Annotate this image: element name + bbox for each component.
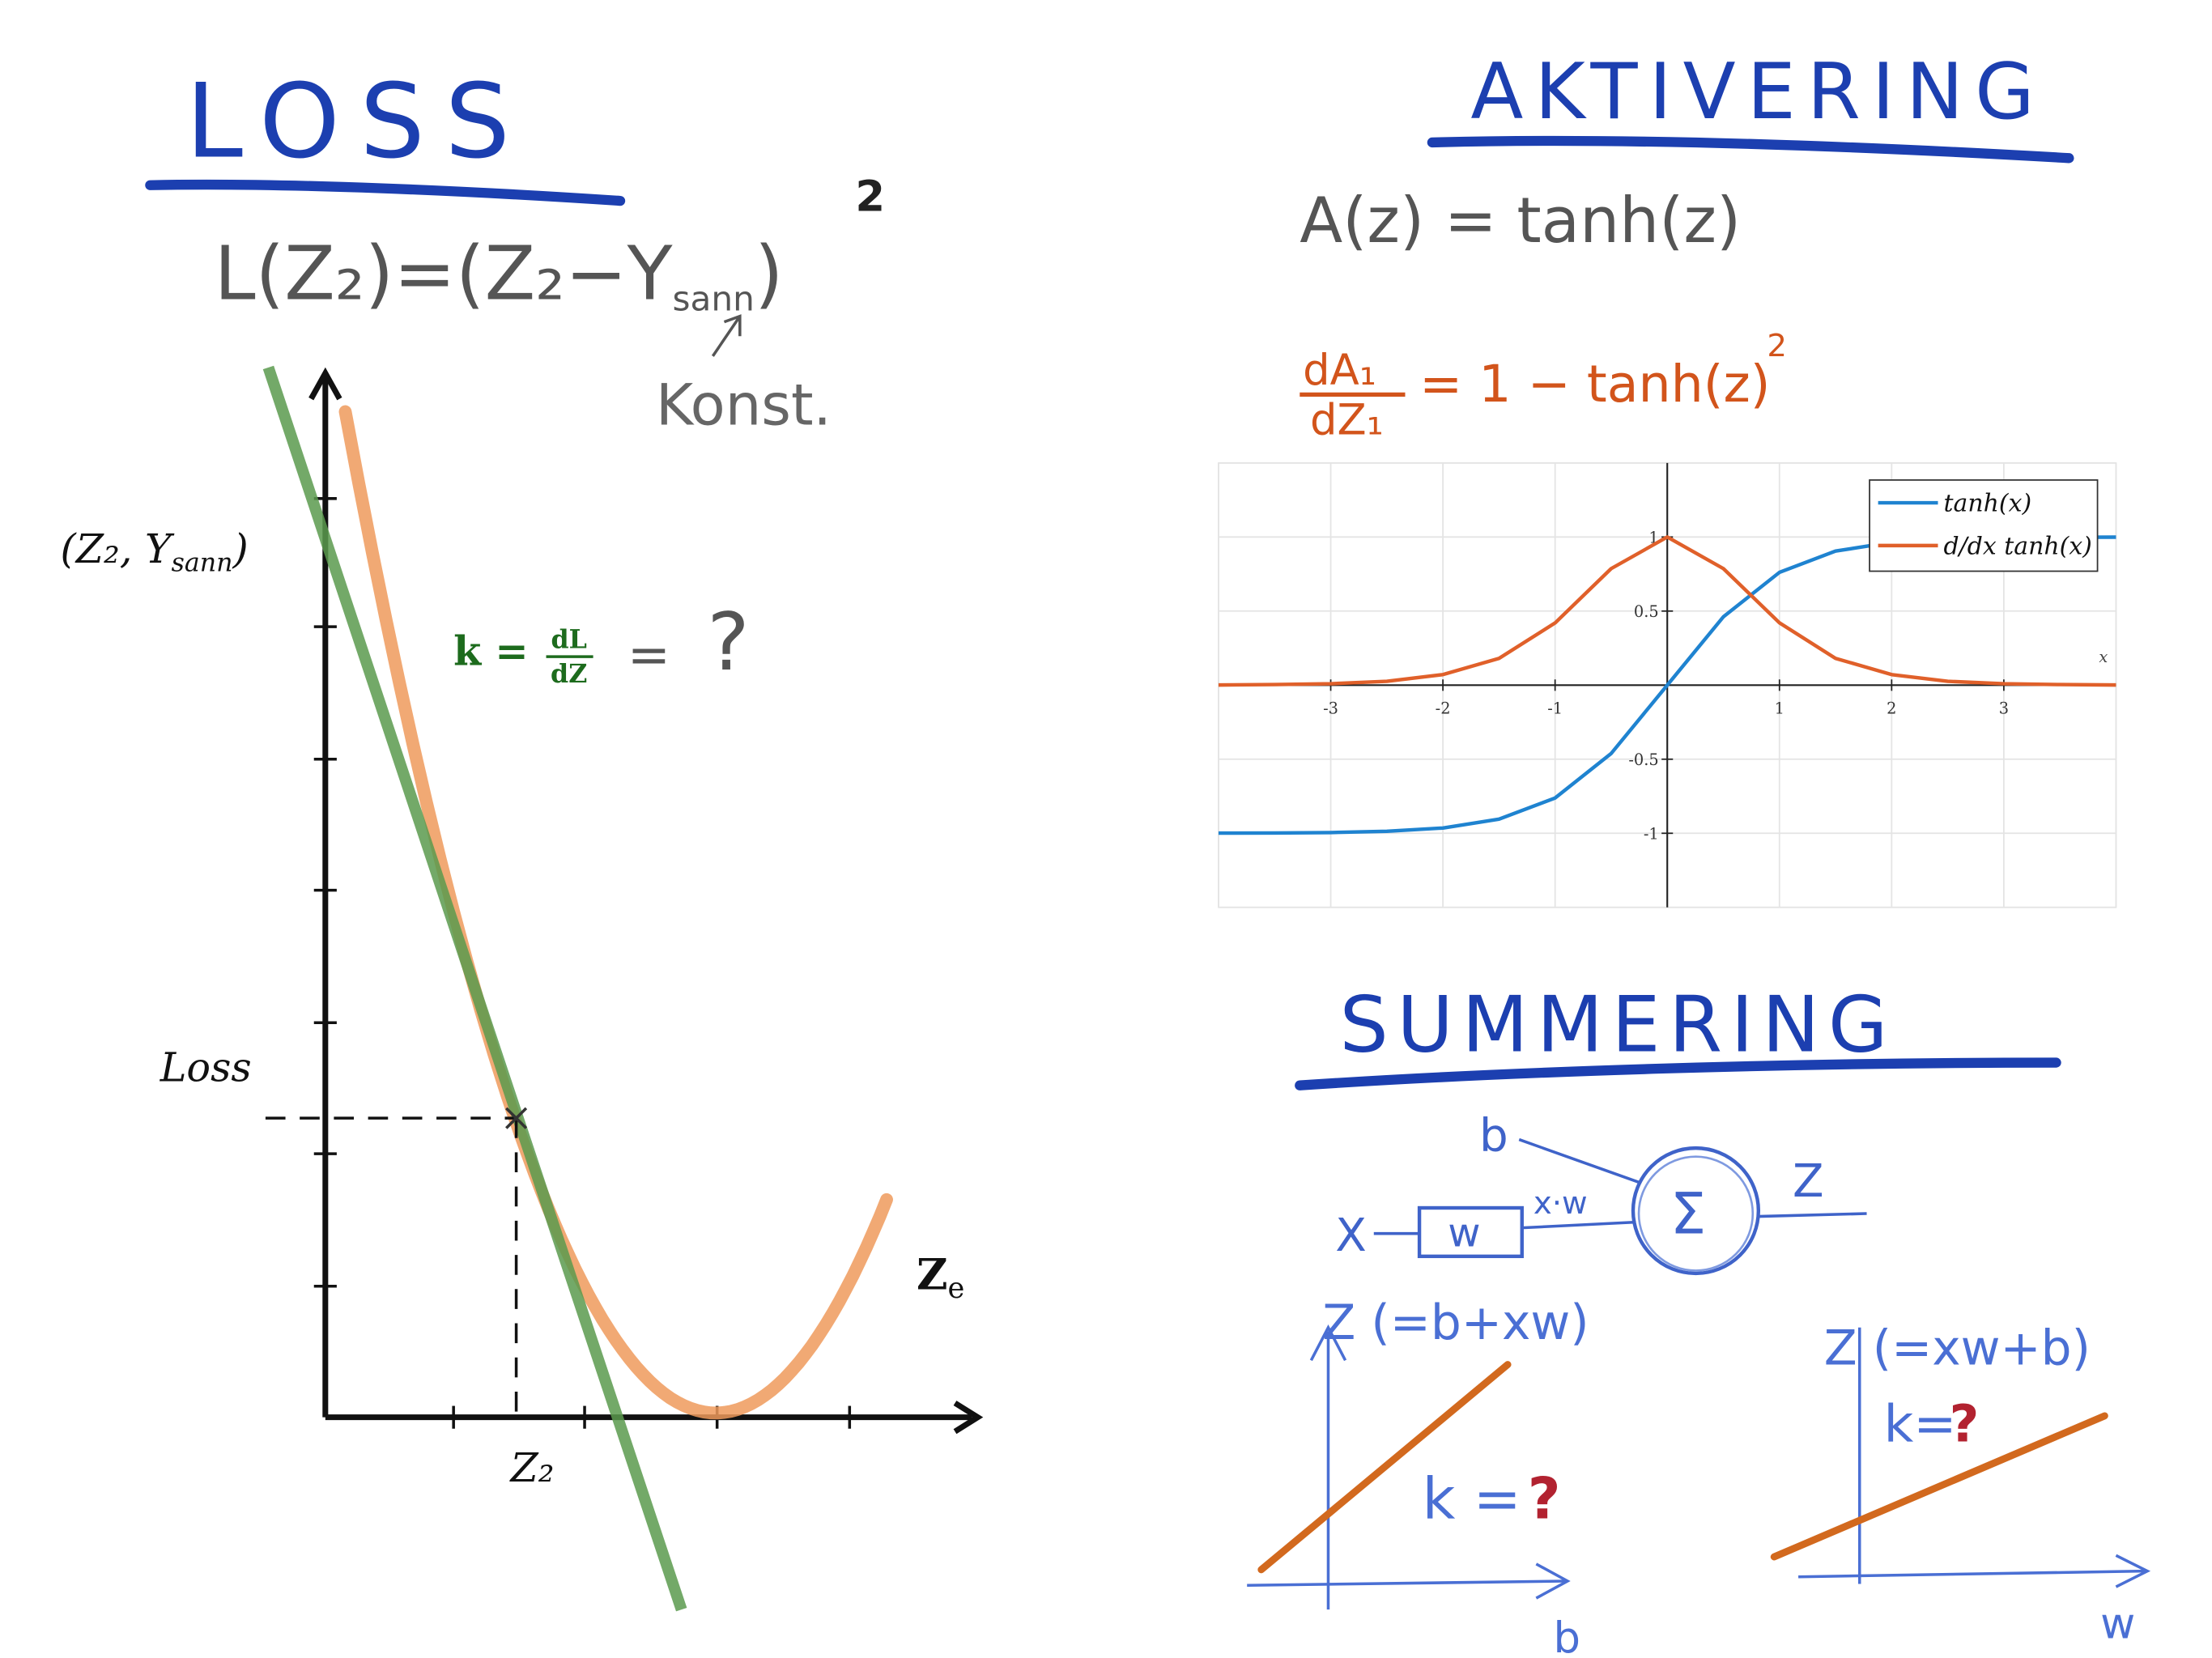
right-k-label: k= (1884, 1394, 1957, 1454)
right-k-question: ? (1950, 1394, 1980, 1454)
legend-label-tanh: tanh(x) (1944, 490, 2032, 518)
node-z: Z (1793, 1155, 1824, 1208)
node-xw: x·w (1534, 1185, 1588, 1222)
loss-y-arrow (308, 367, 342, 401)
edge-b-sigma (1518, 1137, 1640, 1184)
node-sigma: Σ (1670, 1181, 1706, 1248)
konst-arrow (711, 314, 742, 357)
series-line-dtanh (1218, 535, 2116, 687)
chart-y-tick-label: 0.5 (1634, 602, 1659, 621)
chart-x-tick-label: 3 (1999, 699, 2009, 717)
chart-x-tick-label: 1 (1775, 699, 1784, 717)
k-frac-den: dZ (551, 659, 587, 689)
k-label: k = (453, 628, 529, 675)
deriv-rhs: = 1 − tanh(z) (1419, 354, 1770, 414)
node-w: w (1448, 1209, 1480, 1256)
legend-box (1869, 479, 2099, 572)
node-x: X (1335, 1209, 1367, 1262)
loss-x-arrow (953, 1401, 984, 1435)
loss-curve (338, 405, 893, 1420)
loss-y-label: Loss (160, 1044, 252, 1090)
activation-formula: A(z) = tanh(z) (1300, 185, 1741, 257)
loss-heading: LOSS (185, 62, 530, 181)
k-question: ? (707, 597, 749, 689)
node-b: b (1479, 1110, 1508, 1163)
chart-y-tick-label: -1 (1644, 824, 1659, 843)
chart-x-tick-label: -3 (1323, 699, 1338, 717)
activation-heading-underline (1427, 135, 2074, 164)
summation-heading: SUMMERING (1340, 980, 1897, 1069)
neuron-diagram: b X w x·w Σ Z (1335, 1110, 1867, 1276)
tangent-line (262, 365, 687, 1612)
deriv-num: dA₁ (1303, 346, 1376, 395)
chart-x-tick-label: 2 (1887, 699, 1896, 717)
right-x-label: w (2100, 1599, 2135, 1648)
loss-heading-underline (145, 179, 626, 206)
derivative-formula: dA₁ dZ₁ = 1 − tanh(z) 2 (1300, 328, 1787, 445)
loss-section: LOSS L(Z₂)=(Z₂−Ysann) 2 Konst. (Z₂, Ysan… (61, 62, 984, 1612)
left-y-label: Z (=b+xw) (1322, 1295, 1589, 1351)
loss-point-marker (505, 1107, 528, 1129)
left-x-axis (1247, 1579, 1565, 1588)
chart-legend: tanh(x) d/dx tanh(x) (1869, 479, 2099, 572)
mini-graph-right: Z (=xw+b) k= ? w (1770, 1320, 2151, 1648)
left-y-arrow (1309, 1324, 1347, 1362)
chart-x-tick-label: -1 (1547, 699, 1563, 717)
right-line (1770, 1412, 2108, 1561)
k-equals: = (627, 624, 670, 684)
activation-heading: AKTIVERING (1470, 48, 2045, 137)
right-x-arrow (2115, 1554, 2151, 1588)
edge-w-sigma (1521, 1220, 1636, 1230)
chart-x-axis-label: x (2099, 648, 2108, 666)
mini-graph-left: Z (=b+xw) k = ? b (1247, 1295, 1589, 1658)
loss-formula-exponent: 2 (855, 172, 885, 221)
left-k-question: ? (1528, 1466, 1561, 1533)
sigma-circle-outline (1637, 1155, 1755, 1272)
right-x-axis (1798, 1569, 2145, 1579)
konst-label: Konst. (656, 372, 832, 438)
summation-section: SUMMERING b X w x·w Σ Z Z (=b+xw) k (1247, 980, 2151, 1658)
point-label: (Z₂, Ysann) (61, 525, 249, 578)
weight-box (1417, 1205, 1524, 1259)
tanh-chart: -3 -2 -1 1 2 310.5-0.5-1 x tanh(x) d/dx tanh(… (1218, 461, 2117, 908)
activation-section: AKTIVERING A(z) = tanh(z) dA₁ dZ₁ = 1 − … (1218, 48, 2117, 908)
edge-sigma-z (1758, 1212, 1867, 1218)
loss-x-axis-label: Ze (917, 1249, 964, 1305)
left-line (1257, 1361, 1512, 1574)
left-k-label: k = (1423, 1466, 1521, 1533)
sigma-circle (1631, 1146, 1761, 1276)
loss-axes (308, 367, 984, 1435)
right-y-label: Z (=xw+b) (1824, 1320, 2091, 1377)
loss-formula: L(Z₂)=(Z₂−Ysann) (215, 230, 784, 318)
left-x-arrow (1535, 1562, 1571, 1600)
chart-x-tick-label: -2 (1436, 699, 1451, 717)
left-x-label: b (1553, 1613, 1580, 1658)
chart-tick-labels: -3 -2 -1 1 2 310.5-0.5-1 (1323, 528, 2009, 843)
summation-heading-underline (1295, 1057, 2061, 1090)
legend-label-dtanh: d/dx tanh(x) (1944, 532, 2092, 560)
deriv-exp: 2 (1767, 328, 1787, 364)
k-frac-num: dL (551, 625, 586, 655)
deriv-den: dZ₁ (1310, 396, 1384, 445)
slope-question: k = dL dZ = ? (453, 597, 749, 689)
loss-x-tick-label: Z₂ (509, 1444, 555, 1491)
chart-y-tick-label: -0.5 (1628, 750, 1658, 769)
